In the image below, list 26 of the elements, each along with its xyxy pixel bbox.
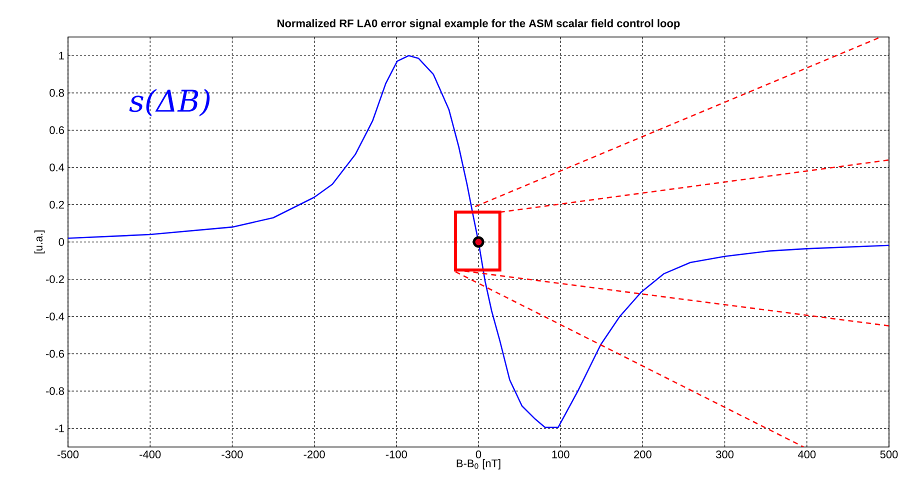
- y-axis-title: [u.a.]: [34, 230, 45, 254]
- annotation: s(ΔB): [129, 88, 210, 116]
- y-tick-label: 0.4: [50, 164, 64, 172]
- x-tick-label: -300: [222, 450, 243, 458]
- x-tick-label: 100: [552, 450, 570, 458]
- x-tick-label: 200: [634, 450, 652, 458]
- x-tick-label: -200: [304, 450, 325, 458]
- chart-title: Normalized RF LA0 error signal example for the ASM scalar field control loop: [278, 19, 680, 30]
- y-tick-label: 0.8: [50, 89, 64, 97]
- x-tick-label: 500: [880, 450, 898, 458]
- y-tick-label: -0.6: [46, 350, 64, 358]
- x-axis-title: B-B$_{0}$ [nT]: [456, 459, 500, 470]
- x-tick-label: -500: [57, 450, 79, 458]
- y-tick-label: 1: [59, 52, 64, 60]
- y-tick-label: -1: [55, 424, 64, 432]
- y-tick-label: -0.2: [46, 275, 64, 284]
- y-tick-label: 0.6: [50, 126, 64, 134]
- x-tick-label: -100: [386, 450, 407, 458]
- y-tick-label: 0: [58, 238, 64, 246]
- x-tick-label: -400: [140, 450, 161, 458]
- x-tick-label: 300: [716, 450, 734, 458]
- y-tick-label: -0.8: [46, 387, 64, 395]
- y-tick-label: -0.4: [46, 312, 64, 320]
- x-tick-label: 0: [476, 450, 482, 458]
- y-tick-label: 0.2: [50, 200, 64, 209]
- x-tick-label: 400: [798, 450, 816, 458]
